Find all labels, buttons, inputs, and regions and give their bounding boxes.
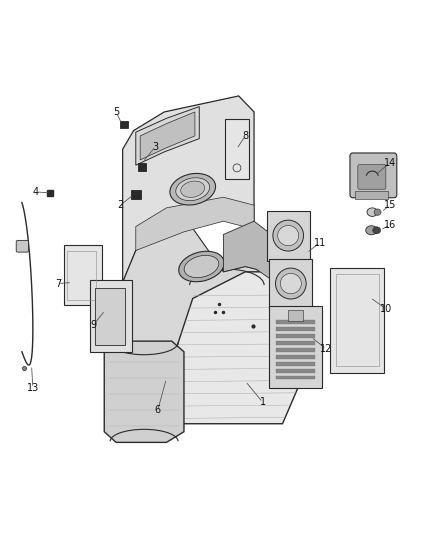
Polygon shape <box>166 272 307 424</box>
FancyBboxPatch shape <box>350 153 397 198</box>
Ellipse shape <box>276 268 306 299</box>
Ellipse shape <box>184 255 219 278</box>
FancyBboxPatch shape <box>276 327 315 331</box>
Text: 11: 11 <box>314 238 326 247</box>
Ellipse shape <box>373 227 381 233</box>
Text: 16: 16 <box>384 220 396 230</box>
Text: 12: 12 <box>320 344 332 354</box>
Text: 8: 8 <box>242 131 248 141</box>
Text: 1: 1 <box>260 398 266 407</box>
Ellipse shape <box>273 220 304 251</box>
FancyBboxPatch shape <box>276 334 315 338</box>
Text: 15: 15 <box>384 200 396 210</box>
Polygon shape <box>223 221 272 280</box>
FancyBboxPatch shape <box>267 211 310 261</box>
Text: 13: 13 <box>27 383 39 393</box>
Ellipse shape <box>278 225 299 246</box>
FancyBboxPatch shape <box>95 288 125 345</box>
FancyBboxPatch shape <box>358 165 386 189</box>
Ellipse shape <box>280 273 301 294</box>
FancyBboxPatch shape <box>276 320 315 324</box>
Polygon shape <box>123 96 254 282</box>
FancyBboxPatch shape <box>276 362 315 366</box>
FancyBboxPatch shape <box>355 191 388 199</box>
Ellipse shape <box>176 178 210 200</box>
Text: 2: 2 <box>117 200 124 210</box>
Ellipse shape <box>366 226 377 235</box>
FancyBboxPatch shape <box>138 163 146 171</box>
Text: 9: 9 <box>90 320 96 330</box>
FancyBboxPatch shape <box>276 369 315 373</box>
Polygon shape <box>140 112 195 160</box>
Ellipse shape <box>181 181 205 197</box>
Text: 14: 14 <box>384 158 396 167</box>
Polygon shape <box>123 216 285 402</box>
FancyBboxPatch shape <box>90 280 132 352</box>
FancyBboxPatch shape <box>330 268 384 373</box>
Polygon shape <box>104 341 184 442</box>
FancyBboxPatch shape <box>276 341 315 345</box>
Ellipse shape <box>367 208 378 216</box>
FancyBboxPatch shape <box>276 355 315 359</box>
FancyBboxPatch shape <box>276 348 315 352</box>
FancyBboxPatch shape <box>131 190 141 199</box>
Ellipse shape <box>374 209 381 215</box>
Polygon shape <box>136 197 254 251</box>
FancyBboxPatch shape <box>269 306 322 388</box>
Text: 7: 7 <box>55 279 61 288</box>
Ellipse shape <box>179 251 224 282</box>
FancyBboxPatch shape <box>225 119 249 179</box>
FancyBboxPatch shape <box>269 259 312 309</box>
FancyBboxPatch shape <box>276 376 315 379</box>
FancyBboxPatch shape <box>64 245 102 305</box>
Text: 6: 6 <box>155 406 161 415</box>
Text: 4: 4 <box>33 187 39 197</box>
FancyBboxPatch shape <box>120 121 128 128</box>
Text: 5: 5 <box>113 107 119 117</box>
Polygon shape <box>136 107 199 165</box>
Text: 3: 3 <box>152 142 159 151</box>
FancyBboxPatch shape <box>288 310 303 321</box>
FancyBboxPatch shape <box>16 240 28 252</box>
Ellipse shape <box>170 173 215 205</box>
Text: 10: 10 <box>380 304 392 314</box>
